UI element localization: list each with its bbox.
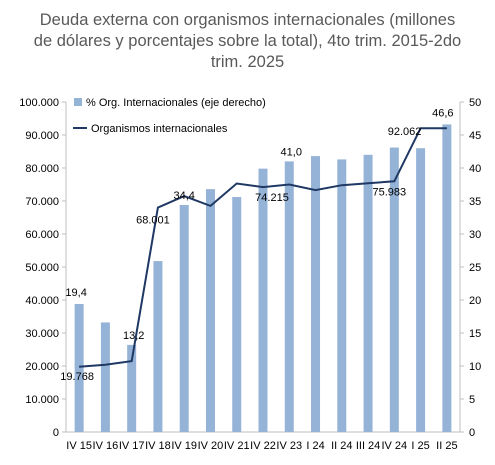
bar — [258, 168, 268, 432]
x-tick-label: IV 18 — [145, 440, 171, 452]
bar-data-label: 41,0 — [281, 146, 302, 158]
line-series — [79, 127, 447, 368]
left-tick-label: 70.000 — [25, 196, 59, 208]
right-tick-label: 40 — [469, 163, 481, 175]
x-tick-label: I 25 — [411, 440, 429, 452]
bar — [442, 124, 452, 432]
line-data-label: 92.062 — [388, 126, 422, 138]
left-tick-label: 0 — [53, 427, 59, 439]
x-tick-label: IV 22 — [250, 440, 276, 452]
right-tick-label: 15 — [469, 328, 481, 340]
bar — [311, 156, 321, 432]
chart-title-line-1: Deuda externa con organismos internacion… — [39, 11, 456, 29]
right-tick-label: 5 — [469, 394, 475, 406]
bar — [416, 148, 426, 432]
x-tick-label: II 24 — [331, 440, 352, 452]
left-tick-label: 40.000 — [25, 295, 59, 307]
bar — [100, 322, 110, 432]
bar — [179, 204, 189, 432]
left-tick-label: 30.000 — [25, 328, 59, 340]
x-tick-label: IV 16 — [93, 440, 119, 452]
x-tick-label: IV 20 — [198, 440, 224, 452]
left-tick-label: 50.000 — [25, 262, 59, 274]
x-tick-label: IV 17 — [119, 440, 145, 452]
bar-data-label: 46,6 — [432, 107, 453, 119]
x-tick-label: IV 15 — [66, 440, 92, 452]
right-tick-label: 20 — [469, 295, 481, 307]
bar — [337, 159, 347, 433]
bar-data-label: 34,4 — [173, 190, 194, 202]
bar — [153, 261, 163, 432]
line-data-label: 19.768 — [60, 371, 94, 383]
right-tick-label: 35 — [469, 196, 481, 208]
line-data-label: 75.983 — [373, 186, 407, 198]
left-tick-label: 20.000 — [25, 361, 59, 373]
bar-data-label: 13,2 — [123, 330, 144, 342]
bar — [363, 154, 373, 433]
left-tick-label: 10.000 — [25, 394, 59, 406]
chart-title-line-2: de dólares y porcentajes sobre la total)… — [33, 32, 462, 50]
x-tick-label: IV 23 — [276, 440, 302, 452]
x-tick-label: I 24 — [306, 440, 324, 452]
x-tick-label: IV 19 — [171, 440, 197, 452]
right-tick-label: 45 — [469, 130, 481, 142]
x-tick-label: IV 21 — [224, 440, 250, 452]
chart-title: Deuda externa con organismos internacion… — [0, 10, 495, 73]
line-data-label: 68.001 — [136, 215, 170, 227]
line-data-label: 74.215 — [255, 192, 289, 204]
right-tick-label: 50 — [469, 97, 481, 109]
legend-bar-label: % Org. Internacionales (eje derecho) — [86, 97, 266, 109]
x-tick-label: IV 24 — [381, 440, 407, 452]
bar — [127, 344, 137, 432]
right-tick-label: 30 — [469, 229, 481, 241]
left-tick-label: 90.000 — [25, 130, 59, 142]
left-tick-label: 100.000 — [19, 97, 59, 109]
left-tick-label: 80.000 — [25, 163, 59, 175]
bar — [74, 303, 84, 432]
x-tick-label: III 24 — [356, 440, 380, 452]
left-tick-label: 60.000 — [25, 229, 59, 241]
right-tick-label: 25 — [469, 262, 481, 274]
bar — [232, 197, 242, 432]
legend-line-label: Organismos internacionales — [91, 123, 228, 135]
bar — [284, 161, 294, 432]
bar — [389, 147, 399, 433]
right-tick-label: 10 — [469, 361, 481, 373]
legend-bar-swatch — [74, 98, 82, 106]
bar-data-label: 19,4 — [65, 287, 86, 299]
x-tick-label: II 25 — [436, 440, 457, 452]
right-tick-label: 0 — [469, 427, 475, 439]
chart-title-line-3: trim. 2025 — [210, 53, 285, 71]
bar — [205, 189, 215, 432]
